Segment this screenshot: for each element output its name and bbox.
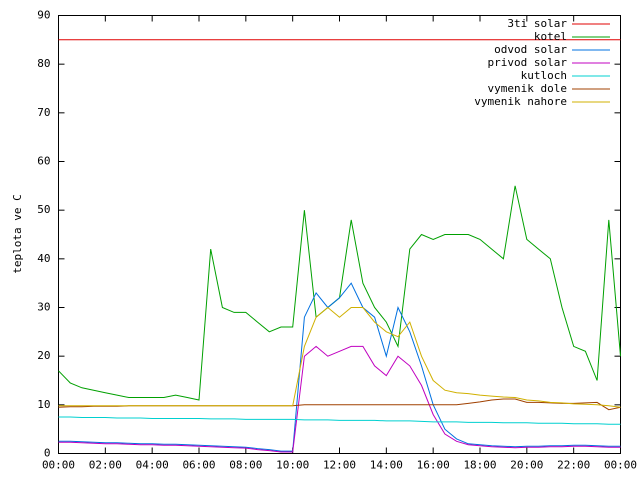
x-tick-label: 06:00 xyxy=(182,459,215,472)
x-tick-label: 02:00 xyxy=(89,459,122,472)
y-tick-label: 60 xyxy=(37,155,50,168)
series-line xyxy=(58,282,621,452)
y-tick-label: 30 xyxy=(37,301,50,314)
y-tick-label: 80 xyxy=(37,57,50,70)
legend-label: vymenik dole xyxy=(488,82,567,95)
series-line xyxy=(58,416,621,425)
y-tick-label: 10 xyxy=(37,398,50,411)
legend-label: privod solar xyxy=(488,56,568,69)
y-tick-label: 70 xyxy=(37,106,50,119)
x-tick-label: 14:00 xyxy=(370,459,403,472)
x-tick-label: 16:00 xyxy=(417,459,450,472)
x-tick-label: 18:00 xyxy=(463,459,496,472)
legend-label: 3ti solar xyxy=(507,17,567,30)
x-tick-label: 08:00 xyxy=(229,459,262,472)
legend-label: odvod solar xyxy=(494,43,567,56)
x-tick-label: 10:00 xyxy=(276,459,309,472)
legend-label: kutloch xyxy=(521,69,567,82)
x-tick-label: 20:00 xyxy=(510,459,543,472)
y-tick-label: 90 xyxy=(37,9,50,22)
x-tick-label: 00:00 xyxy=(42,459,75,472)
y-tick-label: 0 xyxy=(44,447,51,460)
x-tick-label: 22:00 xyxy=(557,459,590,472)
series-line xyxy=(58,345,621,453)
x-tick-label: 12:00 xyxy=(323,459,356,472)
y-tick-label: 40 xyxy=(37,252,50,265)
series-line xyxy=(58,306,621,408)
x-tick-label: 04:00 xyxy=(136,459,169,472)
y-axis-label: teplota ve C xyxy=(11,194,24,273)
y-tick-label: 20 xyxy=(37,349,50,362)
y-tick-label: 50 xyxy=(37,203,50,216)
x-tick-label: 00:00 xyxy=(604,459,637,472)
legend-label: vymenik nahore xyxy=(474,95,567,108)
legend-label: kotel xyxy=(534,30,567,43)
